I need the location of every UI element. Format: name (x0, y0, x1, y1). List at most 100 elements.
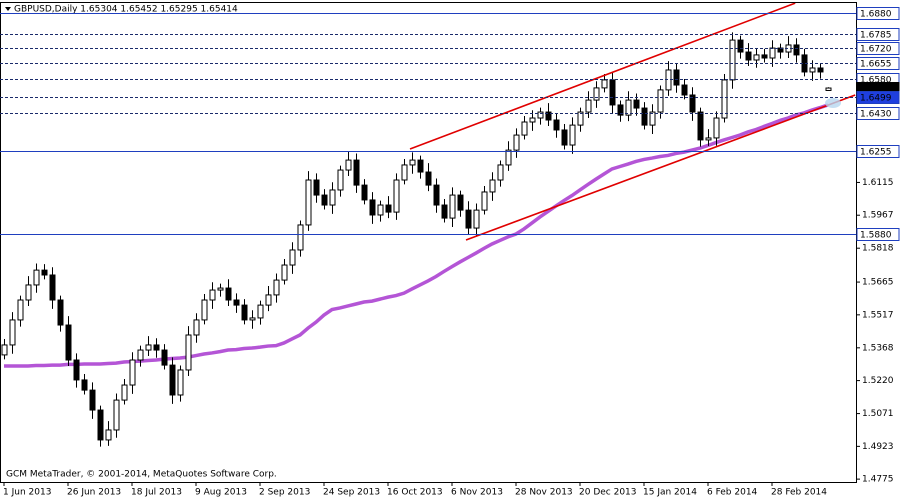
candle-body (393, 179, 400, 213)
price-label: 1.6499 (860, 94, 892, 104)
candle-body (297, 224, 304, 251)
candle-body (505, 149, 512, 166)
price-box (856, 7, 900, 20)
plot-area (1, 2, 856, 447)
y-tick-label: 1.6115 (862, 178, 894, 188)
trend-line (409, 2, 796, 150)
price-label: 1.6430 (860, 110, 892, 120)
candle-body (809, 67, 816, 73)
candle-body (361, 184, 368, 201)
candle-body (569, 124, 576, 146)
price-label: 1.6255 (860, 148, 892, 158)
candle-body (25, 284, 32, 301)
candle-body (473, 209, 480, 229)
price-box (856, 145, 900, 158)
candle-body (137, 349, 144, 361)
candle-body (9, 319, 16, 346)
candle-body (329, 189, 336, 206)
candle-body (73, 359, 80, 381)
candle-body (193, 319, 200, 336)
candle-body (369, 199, 376, 216)
candle-body (1, 344, 8, 356)
candle-body (641, 107, 648, 126)
candle-body (529, 117, 536, 123)
candle-body (737, 39, 744, 53)
x-tick-label: 20 Dec 2013 (579, 488, 637, 498)
candle-body (33, 269, 40, 286)
y-tick-label: 1.5071 (862, 409, 894, 419)
candle-body (57, 299, 64, 326)
candle-body (449, 194, 456, 219)
candle-body (497, 164, 504, 181)
price-label: 1.65414 (860, 85, 897, 95)
y-tick-label: 1.5517 (862, 310, 894, 320)
candle-body (113, 399, 120, 431)
candle-body (593, 87, 600, 101)
candle-body (481, 191, 488, 211)
candle-body (793, 44, 800, 56)
candle-body (313, 179, 320, 196)
candle-body (705, 137, 712, 141)
candle-body (385, 204, 392, 213)
plot-frame (0, 2, 857, 483)
candle-body (633, 99, 640, 109)
candle-body (609, 79, 616, 106)
chart-title: GBPUSD,Daily 1.65304 1.65452 1.65295 1.6… (14, 5, 238, 15)
candle-body (353, 159, 360, 186)
candle-body (457, 194, 464, 211)
y-tick-label: 1.5818 (862, 244, 894, 254)
candle-body (177, 369, 184, 396)
x-tick-label: 18 Jul 2013 (131, 488, 182, 498)
candle-body (585, 99, 592, 113)
candle-body (489, 179, 496, 193)
candle-body (241, 304, 248, 321)
candle-body (401, 164, 408, 181)
candle-body (97, 409, 104, 441)
candle-body (129, 359, 136, 386)
candle-body (289, 249, 296, 266)
candle-body (337, 169, 344, 191)
candle-body (265, 294, 272, 306)
candle-body (305, 179, 312, 226)
candle-body (697, 111, 704, 141)
candle-body (17, 299, 24, 321)
price-label: 1.5880 (860, 231, 892, 241)
candle-body (225, 287, 232, 301)
candle-body (745, 51, 752, 61)
candle-body (425, 171, 432, 186)
price-box (856, 28, 900, 41)
price-label: 1.6720 (860, 45, 892, 55)
candle-body (345, 159, 352, 171)
candle-body (433, 184, 440, 206)
moving-average (4, 103, 829, 368)
x-tick-label: 26 Jun 2013 (67, 488, 121, 498)
candle-body (233, 299, 240, 306)
price-label: 1.6880 (860, 10, 892, 20)
candle-body (825, 87, 832, 91)
candle-body (513, 134, 520, 151)
candle-body (161, 349, 168, 366)
candle-body (81, 379, 88, 391)
x-tick-label: 28 Nov 2013 (515, 488, 573, 498)
x-tick-label: 2 Sep 2013 (259, 488, 310, 498)
candle-body (713, 117, 720, 139)
candle-body (273, 279, 280, 296)
candle-body (545, 111, 552, 121)
x-tick-label: 6 Feb 2014 (707, 488, 758, 498)
candle-body (657, 89, 664, 113)
candle-body (121, 384, 128, 401)
candle-body (537, 111, 544, 119)
candle-body (105, 429, 112, 441)
candle-body (769, 47, 776, 59)
x-tick-label: 6 Nov 2013 (451, 488, 503, 498)
candle-body (649, 111, 656, 126)
x-tick-label: 24 Sep 2013 (323, 488, 380, 498)
candle-body (561, 129, 568, 146)
candle-body (321, 194, 328, 206)
candle-body (145, 344, 152, 351)
candle-body (377, 204, 384, 216)
footer: GCM MetaTrader, © 2001-2014, MetaQuotes … (6, 470, 277, 480)
